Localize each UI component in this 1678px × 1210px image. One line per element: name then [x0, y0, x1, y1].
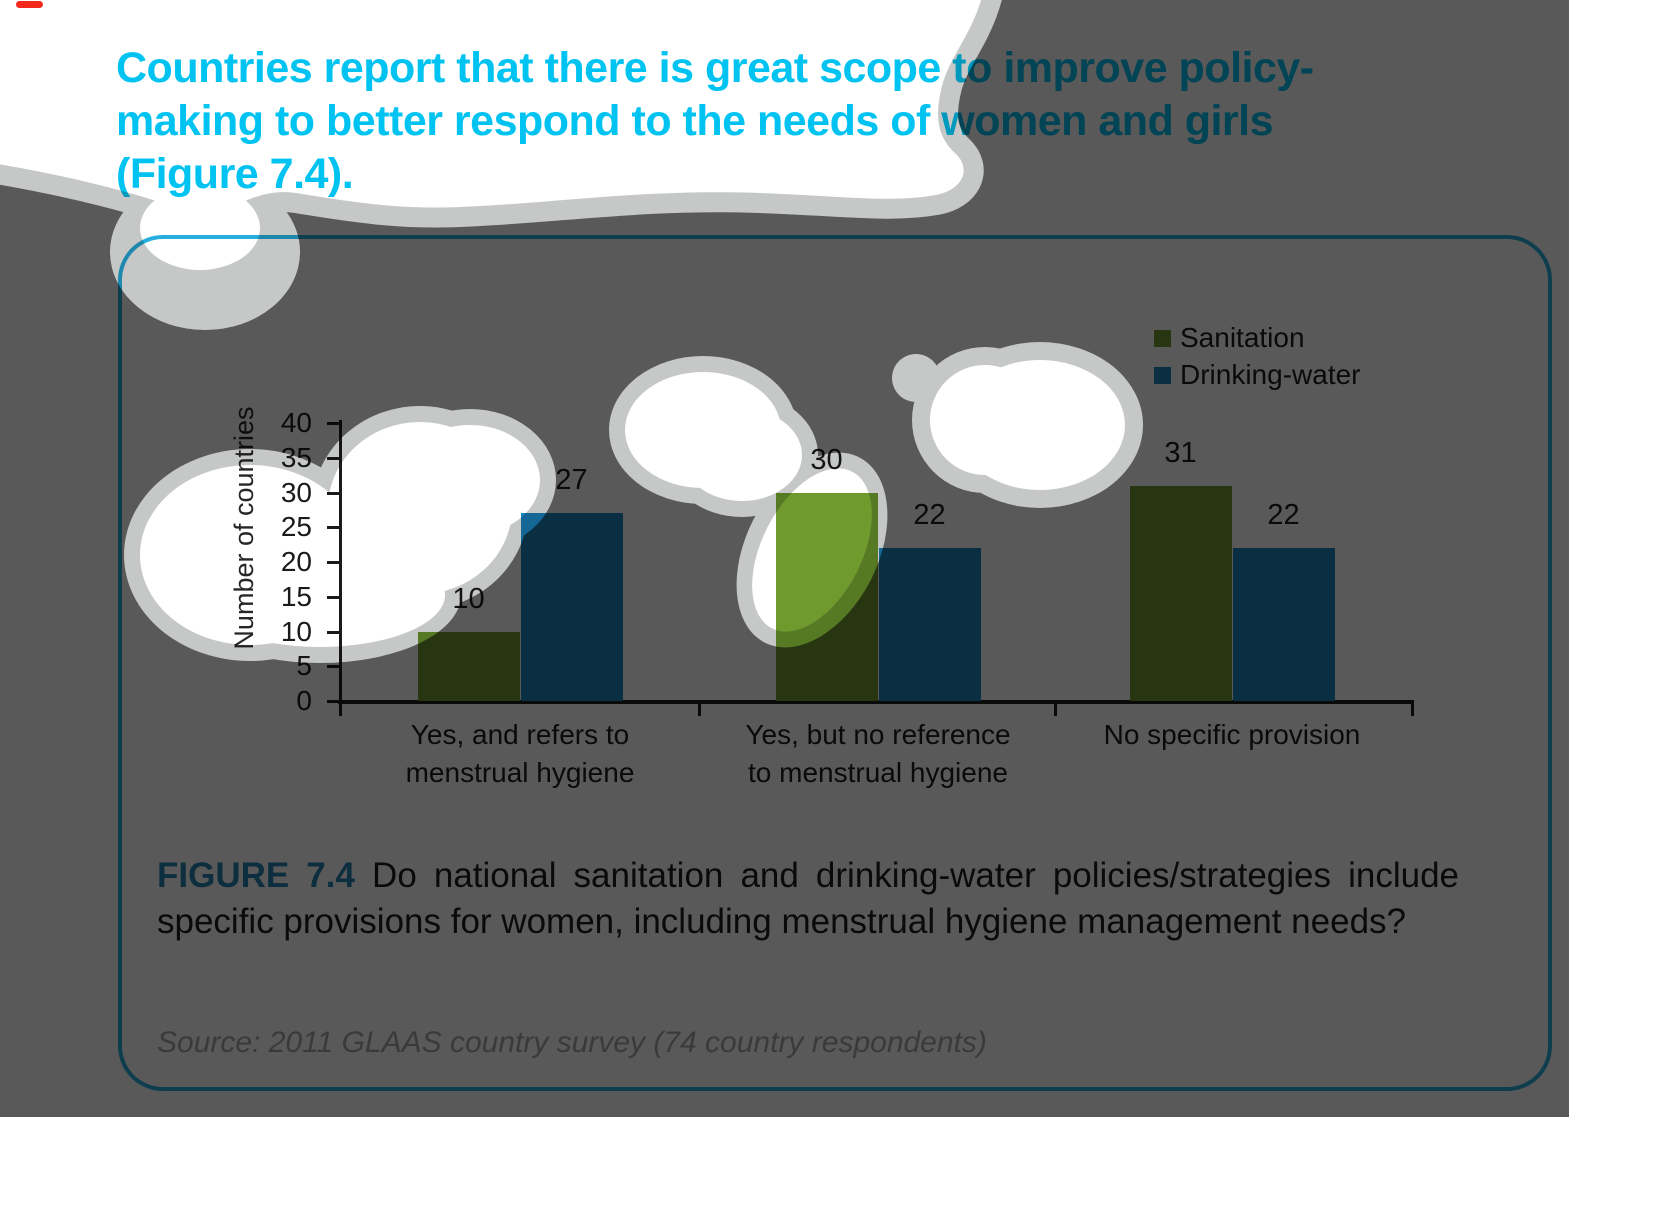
x-tick-mark [698, 700, 701, 716]
x-tick-mark [1411, 700, 1414, 716]
x-category-label: Yes, and refers to menstrual hygiene [330, 716, 710, 792]
figure-caption-label: FIGURE 7.4 [157, 856, 355, 895]
bar-drinking-water-1 [878, 548, 981, 701]
y-axis-line [339, 420, 342, 704]
sanitation-swatch-icon [1154, 329, 1171, 347]
y-tick-label: 20 [280, 546, 312, 577]
bar-drinking-water-0 [520, 513, 623, 701]
bar-value-label: 22 [913, 499, 946, 532]
x-category-label: No specific provision [1042, 716, 1422, 754]
x-tick-mark [1054, 700, 1057, 716]
bar-sanitation-1 [775, 492, 878, 701]
legend-label: Drinking-water [1180, 359, 1361, 390]
legend-item-sanitation: Sanitation [1154, 322, 1305, 353]
x-category-label-line: Yes, and refers to [410, 719, 630, 750]
drinking-water-swatch-icon [1154, 366, 1171, 384]
y-tick-label: 40 [280, 407, 312, 438]
bar-value-label: 10 [452, 582, 485, 615]
y-tick-label: 30 [280, 476, 312, 508]
y-tick-label: 0 [296, 685, 312, 716]
bar-value-label: 30 [810, 443, 843, 476]
x-tick-mark [339, 700, 342, 716]
x-category-label-line: menstrual hygiene [405, 757, 635, 788]
figure-caption: FIGURE 7.4 Do national sanitation and dr… [157, 853, 1459, 945]
bar-drinking-water-2 [1232, 548, 1335, 701]
bar-sanitation-2 [1129, 485, 1232, 701]
bar-value-label: 31 [1164, 436, 1197, 469]
bar-value-label: 22 [1267, 499, 1300, 532]
y-tick-label: 10 [280, 615, 312, 647]
source-note: Source: 2011 GLAAS country survey (74 co… [157, 1026, 987, 1059]
bar-value-label: 27 [555, 464, 588, 497]
legend-label: Sanitation [1180, 322, 1305, 353]
y-tick-label: 15 [280, 580, 312, 612]
y-tick-label: 35 [280, 441, 312, 473]
y-tick-label: 5 [296, 650, 312, 682]
legend-item-drinking-water: Drinking-water [1154, 359, 1361, 390]
x-category-label-line: No specific provision [1103, 719, 1361, 750]
y-tick-label: 25 [280, 511, 312, 543]
bar-sanitation-0 [417, 631, 520, 701]
x-category-label-line: Yes, but no reference [745, 719, 1011, 750]
x-category-label: Yes, but no reference to menstrual hygien… [688, 716, 1068, 792]
x-category-label-line: to menstrual hygiene [748, 757, 1008, 788]
